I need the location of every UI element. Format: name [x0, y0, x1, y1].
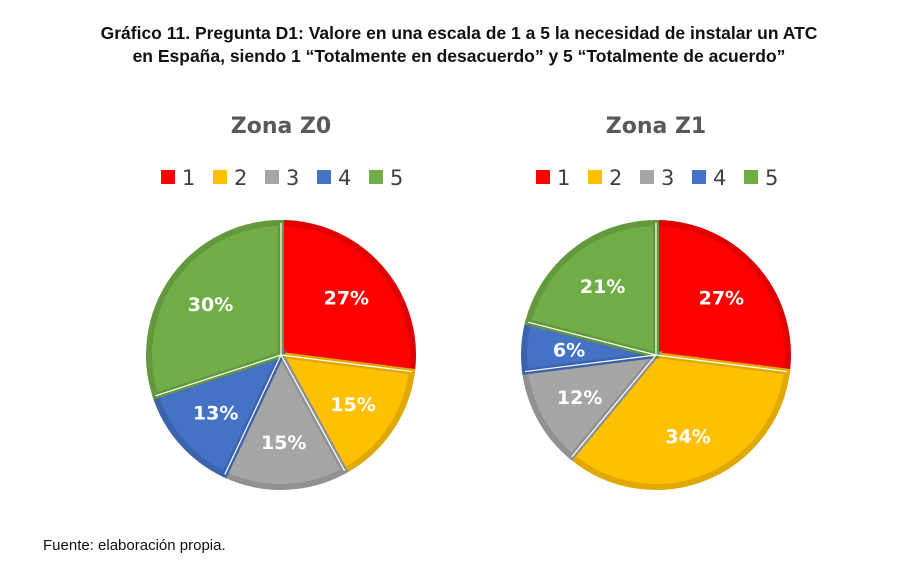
slice-separator [224, 354, 282, 475]
pie-slice-1 [653, 219, 791, 375]
data-label-1: 27% [699, 287, 744, 309]
pie-slice-4 [151, 350, 287, 479]
slice-separator [155, 354, 282, 397]
legend-swatch-3 [265, 170, 279, 184]
legend-swatch-5 [369, 170, 383, 184]
title-line-1: Gráfico 11. Pregunta D1: Valore en una e… [100, 23, 818, 43]
legend-swatch-2 [588, 170, 602, 184]
legend-label-4: 4 [338, 166, 351, 190]
pie-slice-5 [524, 219, 659, 359]
legend-swatch-5 [744, 170, 758, 184]
legend-label-2: 2 [609, 166, 622, 190]
chart-title: Zona Z0 [231, 114, 332, 139]
legend-label-5: 5 [390, 166, 403, 190]
legend-label-1: 1 [182, 166, 195, 190]
slice-separator [280, 354, 346, 471]
data-label-2: 34% [665, 426, 710, 448]
slice-separator [571, 354, 657, 458]
pie-slice-3 [521, 351, 664, 461]
data-label-2: 15% [330, 394, 375, 416]
legend-swatch-2 [213, 170, 227, 184]
data-label-3: 15% [261, 432, 306, 454]
legend-swatch-1 [161, 170, 175, 184]
title-line-2: en España, siendo 1 “Totalmente en desac… [132, 46, 786, 66]
data-label-4: 6% [553, 340, 585, 362]
legend-label-3: 3 [661, 166, 674, 190]
pie-chart-1: Zona Z0 1 2 3 4 5 27% 15% 15% 13% 30% [146, 114, 416, 490]
legend-swatch-1 [536, 170, 550, 184]
pie-slice-5 [146, 219, 284, 400]
pie-chart-2: Zona Z1 1 2 3 4 5 27% 34% 12% 6% 21% [521, 114, 791, 490]
data-label-3: 12% [557, 387, 602, 409]
legend-label-5: 5 [765, 166, 778, 190]
figure-title: Gráfico 11. Pregunta D1: Valore en una e… [0, 22, 918, 68]
data-label-5: 30% [188, 294, 233, 316]
legend-swatch-3 [640, 170, 654, 184]
pie-slice-2 [567, 351, 791, 490]
chart-title: Zona Z1 [606, 114, 707, 139]
slice-separator [280, 354, 413, 373]
data-label-1: 27% [324, 287, 369, 309]
slice-separator [655, 354, 788, 373]
slice-separator [527, 321, 657, 356]
source-note: Fuente: elaboración propia. [43, 537, 226, 554]
pie-slice-3 [220, 348, 349, 490]
legend-label-4: 4 [713, 166, 726, 190]
pie-slice-1 [278, 219, 416, 375]
legend-swatch-4 [317, 170, 331, 184]
data-label-5: 21% [580, 276, 625, 298]
pie-slice-2 [275, 351, 416, 475]
legend-label-3: 3 [286, 166, 299, 190]
legend-label-1: 1 [557, 166, 570, 190]
slice-separator [524, 354, 657, 373]
legend-label-2: 2 [234, 166, 247, 190]
legend-swatch-4 [692, 170, 706, 184]
data-label-4: 13% [193, 403, 238, 425]
